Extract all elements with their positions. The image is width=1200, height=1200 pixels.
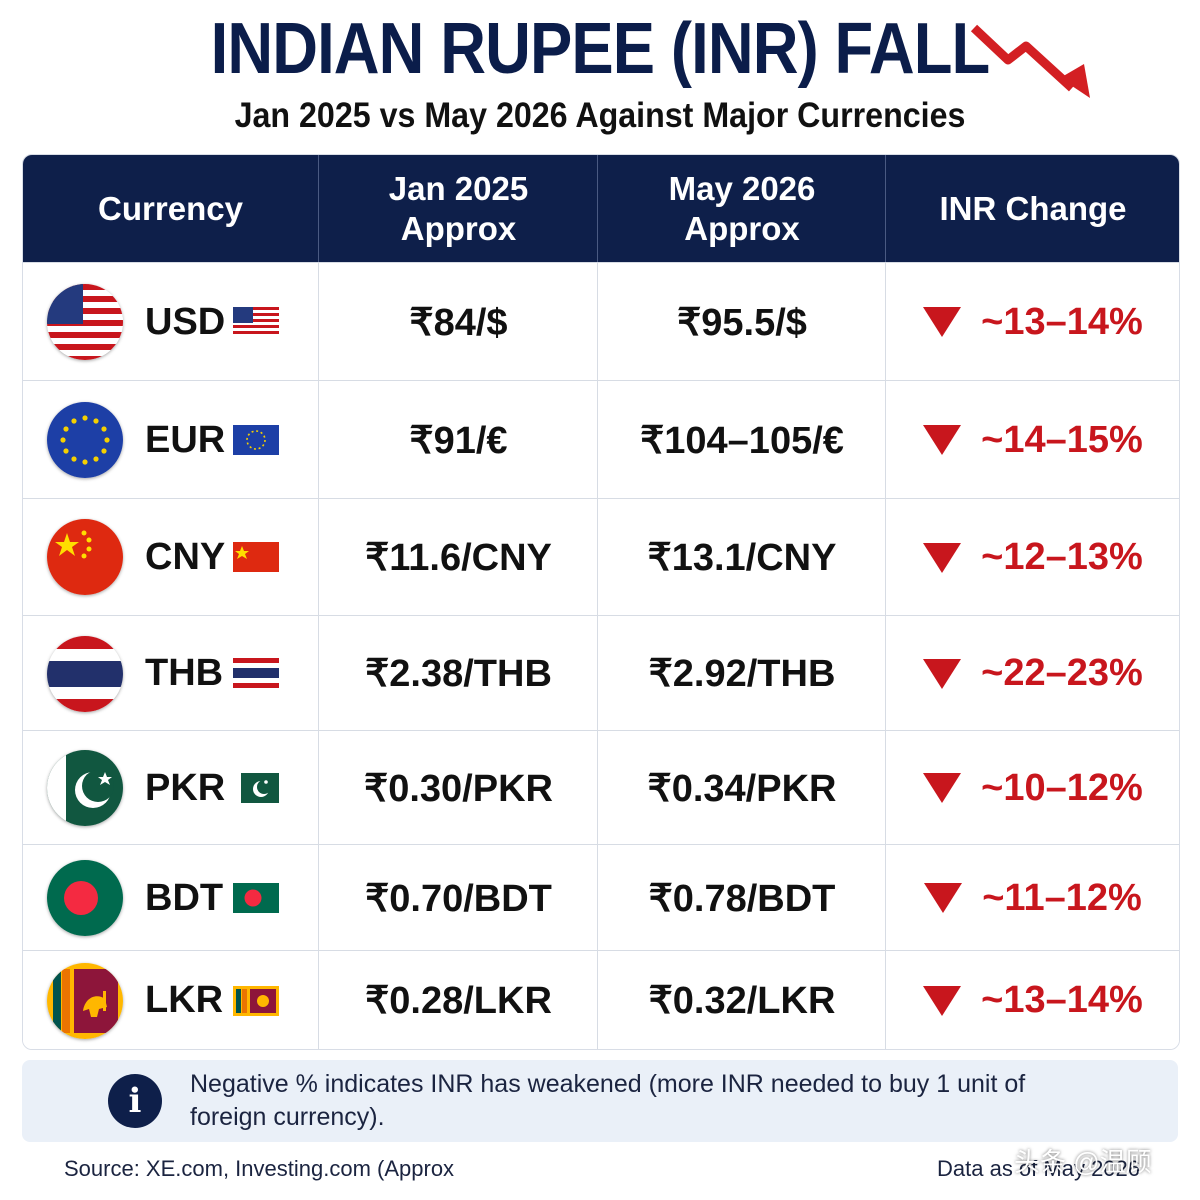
- pakistan-flag-icon: [47, 750, 123, 826]
- inr-change-value: ~13–14%: [981, 300, 1143, 343]
- down-triangle-icon: [923, 985, 962, 1016]
- jan-value: ₹11.6/CNY: [318, 499, 598, 616]
- down-triangle-icon: [923, 307, 962, 337]
- jan-value: ₹91/€: [318, 381, 598, 499]
- header-may-2026: May 2026 Approx: [597, 155, 886, 262]
- may-value: ₹104–105/€: [597, 381, 886, 499]
- eu-flag-icon: [47, 402, 123, 478]
- sri-lanka-flag-small-icon: [233, 986, 279, 1016]
- data-as-of-text: Data as of May 2026: [937, 1156, 1141, 1181]
- china-flag-icon: [47, 519, 123, 595]
- down-triangle-icon: [923, 658, 962, 689]
- us-flag-icon: [47, 284, 123, 360]
- page-subtitle: Jan 2025 vs May 2026 Against Major Curre…: [234, 96, 966, 135]
- down-triangle-icon: [923, 542, 962, 573]
- jan-value: ₹84/$: [318, 263, 598, 381]
- may-value: ₹2.92/THB: [597, 616, 886, 731]
- jan-value: ₹0.70/BDT: [318, 845, 598, 951]
- inr-change-value: ~11–12%: [982, 876, 1142, 919]
- eu-flag-small-icon: [233, 425, 279, 455]
- table-row: LKR ₹0.28/LKR ₹0.32/LKR ~13–14%: [23, 950, 1179, 1049]
- inr-change-value: ~10–12%: [981, 766, 1143, 809]
- watermark: 头条 @温顾: [1014, 1147, 1152, 1177]
- currency-code: EUR: [145, 418, 226, 461]
- may-value: ₹0.34/PKR: [597, 731, 886, 845]
- inr-change-value: ~14–15%: [981, 418, 1143, 461]
- china-flag-small-icon: [233, 542, 279, 572]
- jan-value: ₹0.30/PKR: [318, 731, 598, 845]
- may-value: ₹0.78/BDT: [597, 845, 886, 951]
- inr-change-value: ~12–13%: [981, 536, 1143, 578]
- may-value: ₹13.1/CNY: [597, 499, 886, 616]
- note-text: Negative % indicates INR has weakened (m…: [190, 1070, 1026, 1131]
- header-currency: Currency: [98, 189, 243, 227]
- down-triangle-icon: [924, 883, 963, 913]
- table-row: BDT ₹0.70/BDT ₹0.78/BDT ~11–12%: [23, 844, 1179, 951]
- may-value: ₹95.5/$: [597, 263, 886, 381]
- jan-value: ₹0.28/LKR: [318, 951, 598, 1049]
- inr-change-value: ~13–14%: [981, 979, 1143, 1021]
- table-row: THB ₹2.38/THB ₹2.92/THB ~22–23%: [23, 615, 1179, 731]
- table-row: USD ₹84/$ ₹95.5/$ ~13–14%: [23, 262, 1179, 381]
- down-triangle-icon: [923, 425, 962, 455]
- currency-code: BDT: [145, 876, 224, 919]
- sri-lanka-flag-icon: [47, 963, 123, 1039]
- table-header: Currency Jan 2025 Approx May 2026 Approx…: [23, 155, 1179, 262]
- thailand-flag-icon: [47, 636, 123, 712]
- bangladesh-flag-icon: [47, 860, 123, 936]
- currency-code: LKR: [145, 979, 224, 1021]
- down-triangle-icon: [923, 773, 962, 803]
- inr-change-value: ~22–23%: [981, 652, 1143, 694]
- currency-code: USD: [145, 300, 226, 343]
- us-flag-small-icon: [233, 307, 279, 337]
- trend-down-arrow-icon: [970, 24, 1090, 98]
- currency-code: THB: [145, 652, 224, 694]
- header-jan-2025: Jan 2025 Approx: [318, 155, 598, 262]
- header-inr-change: INR Change: [885, 155, 1179, 262]
- table-row: PKR ₹0.30/PKR ₹0.34/PKR ~10–12%: [23, 730, 1179, 845]
- currency-code: PKR: [145, 766, 226, 809]
- page-title: INDIAN RUPEE (INR) FALL: [210, 9, 991, 89]
- jan-value: ₹2.38/THB: [318, 616, 598, 731]
- table-row: EUR ₹91/€ ₹104–105/€ ~14–15%: [23, 380, 1179, 499]
- thailand-flag-small-icon: [233, 658, 279, 688]
- pakistan-flag-small-icon: [233, 773, 279, 803]
- currency-code: CNY: [145, 536, 226, 578]
- source-text: Source: XE.com, Investing.com (Approx: [64, 1156, 455, 1181]
- bangladesh-flag-small-icon: [233, 883, 279, 913]
- may-value: ₹0.32/LKR: [597, 951, 886, 1049]
- info-icon: i: [108, 1074, 162, 1128]
- table-row: CNY ₹11.6/CNY ₹13.1/CNY ~12–13%: [23, 498, 1179, 616]
- info-note: i Negative % indicates INR has weakened …: [22, 1060, 1178, 1142]
- currency-table: Currency Jan 2025 Approx May 2026 Approx…: [22, 154, 1180, 1050]
